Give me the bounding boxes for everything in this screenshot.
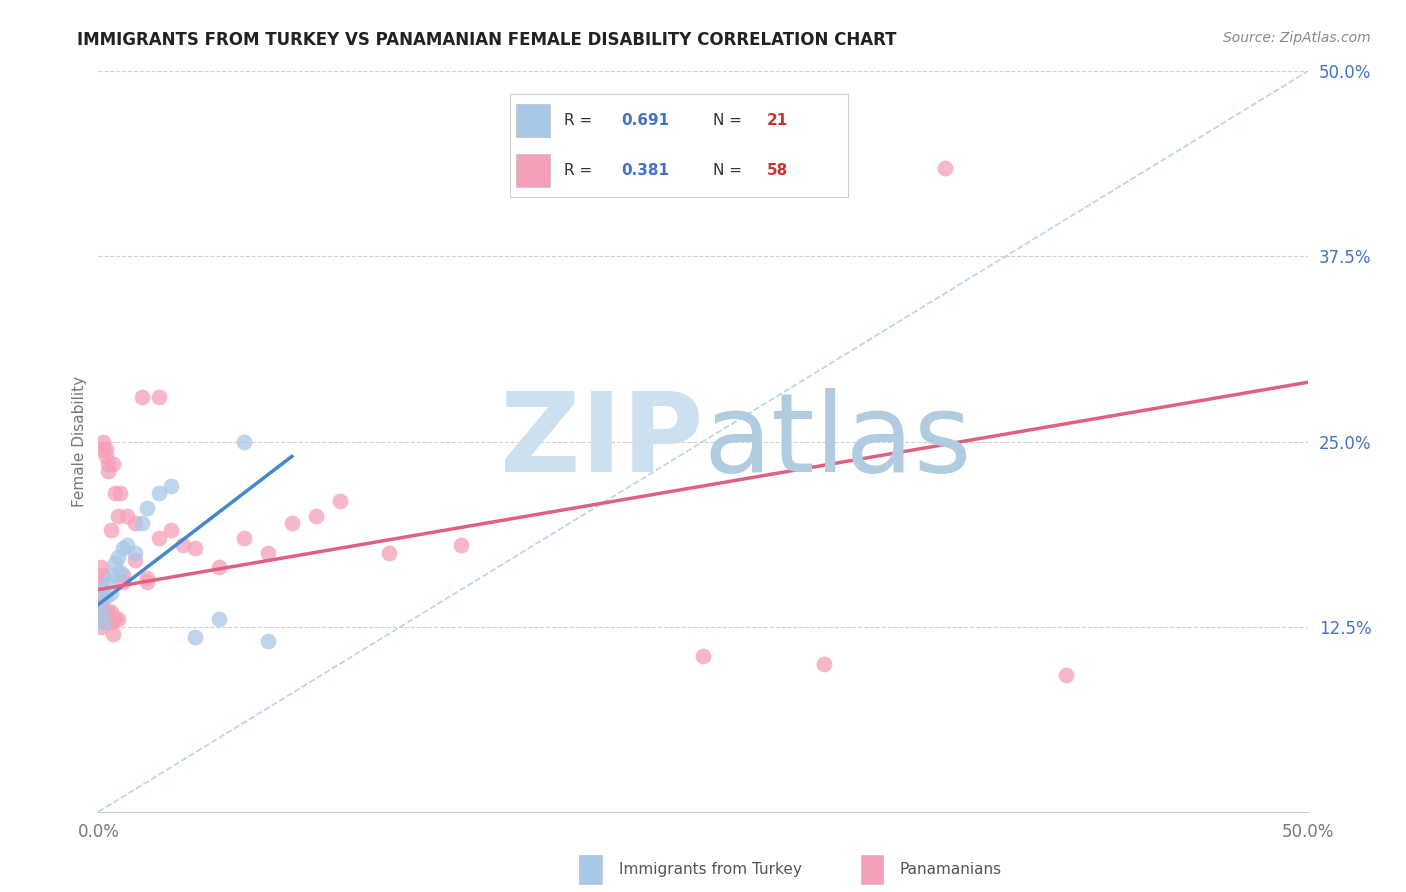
Panamanians — [90, 590, 112, 604]
Panamanians — [101, 612, 124, 626]
Panamanians — [124, 553, 146, 567]
Immigrants from Turkey — [111, 541, 134, 556]
Panamanians — [329, 493, 352, 508]
Panamanians — [135, 575, 157, 590]
Panamanians — [135, 571, 157, 585]
Immigrants from Turkey — [135, 501, 157, 516]
Panamanians — [100, 615, 122, 630]
Immigrants from Turkey — [94, 590, 117, 604]
Immigrants from Turkey — [91, 615, 114, 630]
Panamanians — [101, 457, 124, 471]
Panamanians — [148, 390, 170, 404]
Immigrants from Turkey — [101, 567, 124, 582]
Panamanians — [117, 508, 139, 523]
Panamanians — [97, 457, 120, 471]
Panamanians — [90, 575, 112, 590]
Text: IMMIGRANTS FROM TURKEY VS PANAMANIAN FEMALE DISABILITY CORRELATION CHART: IMMIGRANTS FROM TURKEY VS PANAMANIAN FEM… — [77, 31, 897, 49]
Panamanians — [107, 612, 129, 626]
Panamanians — [208, 560, 231, 574]
Panamanians — [97, 612, 120, 626]
Panamanians — [94, 615, 117, 630]
Text: Panamanians: Panamanians — [900, 863, 1002, 877]
Panamanians — [111, 567, 134, 582]
Immigrants from Turkey — [256, 634, 278, 648]
Panamanians — [90, 560, 112, 574]
Immigrants from Turkey — [184, 630, 207, 644]
Panamanians — [124, 516, 146, 530]
Text: atlas: atlas — [703, 388, 972, 495]
Panamanians — [91, 605, 114, 619]
Panamanians — [90, 594, 112, 608]
Panamanians — [91, 442, 114, 456]
Panamanians — [256, 546, 278, 560]
Panamanians — [281, 516, 304, 530]
Panamanians — [172, 538, 194, 552]
Y-axis label: Female Disability: Female Disability — [72, 376, 87, 508]
Text: Immigrants from Turkey: Immigrants from Turkey — [619, 863, 801, 877]
Immigrants from Turkey — [160, 479, 183, 493]
Panamanians — [90, 605, 112, 619]
Immigrants from Turkey — [232, 434, 254, 449]
Panamanians — [450, 538, 472, 552]
Panamanians — [100, 605, 122, 619]
Panamanians — [100, 524, 122, 538]
Immigrants from Turkey — [90, 605, 112, 619]
Panamanians — [91, 434, 114, 449]
Text: Source: ZipAtlas.com: Source: ZipAtlas.com — [1223, 31, 1371, 45]
Immigrants from Turkey — [90, 582, 112, 597]
Panamanians — [377, 546, 399, 560]
Immigrants from Turkey — [104, 556, 127, 570]
Text: ZIP: ZIP — [499, 388, 703, 495]
Panamanians — [108, 486, 131, 500]
Panamanians — [131, 390, 153, 404]
Panamanians — [90, 600, 112, 615]
Immigrants from Turkey — [208, 612, 231, 626]
Panamanians — [90, 598, 112, 612]
Immigrants from Turkey — [108, 565, 131, 579]
Panamanians — [1054, 668, 1077, 682]
Panamanians — [94, 450, 117, 464]
Panamanians — [94, 605, 117, 619]
Panamanians — [232, 531, 254, 545]
Panamanians — [107, 508, 129, 523]
Panamanians — [692, 649, 714, 664]
Panamanians — [90, 612, 112, 626]
Panamanians — [813, 657, 835, 671]
Panamanians — [184, 541, 207, 556]
Panamanians — [97, 605, 120, 619]
Panamanians — [101, 627, 124, 641]
Panamanians — [934, 161, 956, 175]
Immigrants from Turkey — [107, 549, 129, 564]
Panamanians — [104, 486, 127, 500]
Panamanians — [160, 524, 183, 538]
Panamanians — [94, 442, 117, 456]
Immigrants from Turkey — [131, 516, 153, 530]
Panamanians — [148, 531, 170, 545]
Panamanians — [91, 612, 114, 626]
Panamanians — [104, 612, 127, 626]
Immigrants from Turkey — [124, 546, 146, 560]
Panamanians — [97, 464, 120, 478]
Panamanians — [91, 567, 114, 582]
Panamanians — [305, 508, 328, 523]
Panamanians — [111, 575, 134, 590]
Immigrants from Turkey — [100, 585, 122, 599]
Immigrants from Turkey — [117, 538, 139, 552]
Immigrants from Turkey — [97, 575, 120, 590]
Immigrants from Turkey — [148, 486, 170, 500]
Panamanians — [90, 619, 112, 633]
